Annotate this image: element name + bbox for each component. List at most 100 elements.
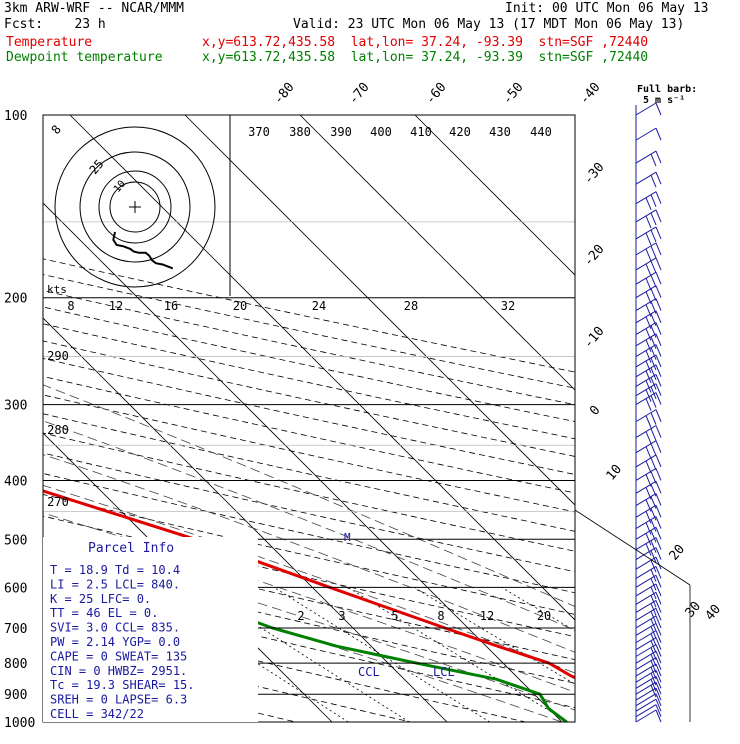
wind-barb-shaft: [635, 600, 657, 613]
wind-barb: [635, 322, 662, 341]
wind-barb-flag: [650, 194, 657, 207]
wind-barb-shaft: [635, 698, 657, 712]
wind-barb-flag: [650, 153, 657, 167]
wind-barb: [635, 583, 662, 600]
hodograph-ring: [79, 151, 191, 263]
parcel-panel: [43, 537, 258, 722]
wind-barb-flag: [650, 519, 657, 532]
wind-barb-shaft: [635, 663, 657, 677]
wind-barb-flag: [650, 679, 657, 692]
wind-barb-flag: [655, 516, 662, 529]
wind-barb-flag: [645, 350, 652, 363]
wind-barb: [635, 454, 662, 474]
wind-barb: [635, 693, 662, 707]
wind-barb-flag: [650, 640, 657, 653]
wind-barb-flag: [655, 537, 662, 550]
mixing-ratio-line: [501, 586, 575, 632]
pressure-label: 1000: [4, 716, 35, 731]
wind-barb-flag: [655, 575, 662, 588]
wind-barb: [635, 226, 662, 246]
wind-barb: [635, 591, 662, 608]
wind-barb-shaft: [635, 675, 657, 689]
wind-barb-flag: [650, 508, 657, 521]
wind-barb-flag: [650, 174, 657, 188]
theta-label: 400: [370, 125, 392, 139]
wind-barb-flag: [655, 364, 662, 378]
wind-barb-shaft: [635, 607, 657, 621]
isotherm-label: 0: [587, 403, 604, 419]
wind-barb-flag: [645, 522, 652, 535]
wind-barb-flag: [655, 709, 662, 723]
wind-barb-flag: [650, 212, 657, 226]
wind-barb-flag: [650, 550, 657, 563]
wind-barb-flag: [650, 386, 657, 399]
wind-barb-shaft: [635, 127, 657, 141]
wind-barb: [635, 504, 662, 524]
wind-barb-flag: [645, 431, 652, 444]
wind-barb-shaft: [635, 591, 657, 605]
wind-barb-flag: [655, 344, 662, 357]
wind-barb-flag: [655, 657, 662, 670]
wind-barb-flag: [655, 383, 662, 396]
parcel-row: SREH = 0 LAPSE= 6.3: [50, 693, 187, 707]
wind-barb-shaft: [635, 565, 657, 579]
wind-barb-flag: [645, 339, 652, 352]
wind-barb-flag: [655, 600, 662, 613]
mixing-ratio-label: 3: [338, 609, 345, 623]
wind-barb-shaft: [635, 681, 657, 695]
wind-barb-flag: [645, 197, 652, 210]
wind-barb: [635, 102, 662, 116]
wind-barb-flag: [655, 699, 662, 712]
wind-barb-flag: [650, 275, 657, 288]
hodograph-speed-label: 32: [501, 299, 515, 313]
wind-barb: [635, 257, 662, 277]
theta-label: 280: [47, 423, 69, 437]
hodograph-trace: [112, 231, 174, 270]
wind-barb-flag: [655, 468, 662, 481]
wind-barb-flag: [650, 347, 657, 360]
wind-barb-flag: [645, 215, 652, 229]
level-marker: M: [344, 531, 351, 544]
wind-barb-flag: [655, 682, 662, 695]
wind-barb-shaft: [635, 583, 657, 597]
isotherm-label: -20: [581, 242, 608, 270]
hodograph-speed-label: 8: [67, 299, 74, 313]
wind-barb-flag: [655, 425, 662, 438]
wind-barb-shaft: [635, 644, 657, 657]
wind-barb: [635, 704, 662, 718]
isotherm-label: 20: [667, 542, 689, 564]
hodograph-speed-label: 12: [109, 299, 123, 313]
pressure-label: 700: [4, 622, 27, 637]
wind-barb-flag: [650, 336, 657, 349]
theta-label: 420: [449, 125, 471, 139]
wind-legend-value: 5 m s⁻¹: [643, 95, 685, 106]
wind-barb: [635, 310, 662, 330]
pressure-label: 600: [4, 581, 27, 596]
wind-barb-flag: [645, 446, 652, 459]
wind-barb-shaft: [635, 171, 657, 185]
wind-barb-flag: [650, 559, 657, 573]
wind-barb-flag: [650, 443, 657, 456]
wind-barb-flag: [645, 460, 652, 474]
wind-barb: [635, 383, 662, 402]
pressure-label: 900: [4, 688, 27, 703]
pressure-label: 500: [4, 533, 27, 548]
wind-barb: [635, 425, 662, 444]
wind-barb-shaft: [635, 637, 657, 651]
pressure-label: 800: [4, 657, 27, 672]
wind-barb-flag: [655, 676, 662, 689]
lcl-marker: LCL: [433, 665, 455, 679]
wind-barb: [635, 344, 662, 363]
wind-barb: [635, 556, 662, 573]
wind-barb: [635, 271, 662, 291]
hodograph-ring: [109, 181, 161, 233]
wind-barb-flag: [655, 650, 662, 664]
wind-barb-flag: [655, 226, 662, 240]
wind-barb-flag: [645, 533, 652, 546]
wind-barb-shaft: [635, 150, 657, 164]
isotherm-label: -30: [581, 160, 608, 188]
wind-barb-flag: [650, 685, 657, 698]
wind-barb-flag: [650, 325, 657, 338]
